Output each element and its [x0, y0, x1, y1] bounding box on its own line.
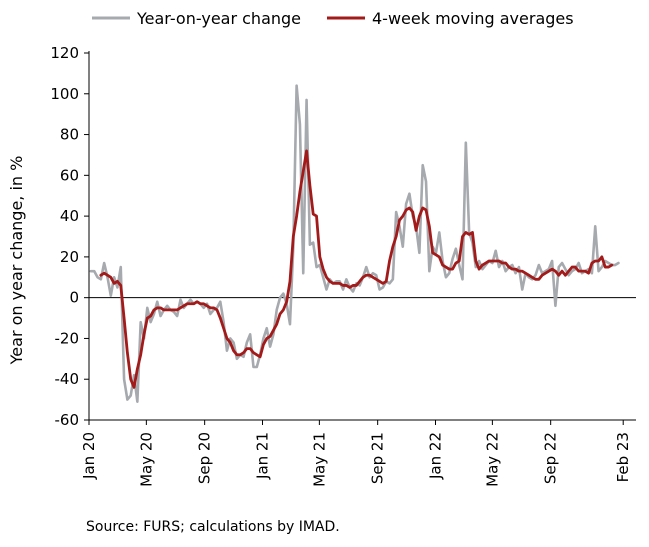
y-tick-label: 0 [69, 289, 79, 307]
y-tick-label: 60 [60, 166, 79, 184]
series-line-moving-average [99, 149, 614, 389]
legend-label: 4-week moving averages [372, 9, 574, 28]
x-axis: Jan 20 May 20 Sep 20 Jan 21 May 21 Sep 21 Jan … [80, 420, 632, 487]
y-tick-label: -20 [55, 329, 80, 347]
y-tick-label: 80 [60, 126, 79, 144]
chart-legend: Year-on-year change 4-week moving average… [92, 9, 574, 28]
y-tick-label: 120 [50, 44, 79, 62]
y-tick-label: 20 [60, 248, 79, 266]
x-tick-label: Feb 23 [614, 432, 632, 482]
x-tick-label: Sep 21 [369, 432, 387, 484]
x-tick-label: Sep 20 [196, 432, 214, 484]
y-axis: -60 -40 -20 0 20 40 60 80 100 120 [50, 44, 89, 429]
x-tick-label: Jan 22 [426, 432, 444, 480]
x-tick-label: Sep 22 [542, 432, 560, 484]
y-tick-label: -40 [55, 370, 80, 388]
y-tick-label: -60 [55, 411, 80, 429]
y-axis-label: Year on year change, in % [7, 156, 26, 366]
x-tick-label: May 20 [137, 432, 155, 487]
x-tick-label: May 22 [483, 432, 501, 487]
x-tick-label: May 21 [310, 432, 328, 487]
x-tick-label: Jan 21 [253, 432, 271, 480]
x-tick-label: Jan 20 [80, 432, 98, 480]
plot-area [88, 51, 636, 421]
source-note: Source: FURS; calculations by IMAD. [86, 519, 340, 535]
legend-label: Year-on-year change [136, 9, 301, 28]
y-tick-label: 40 [60, 207, 79, 225]
series-line-year-on-year [89, 84, 620, 403]
y-tick-label: 100 [50, 85, 79, 103]
